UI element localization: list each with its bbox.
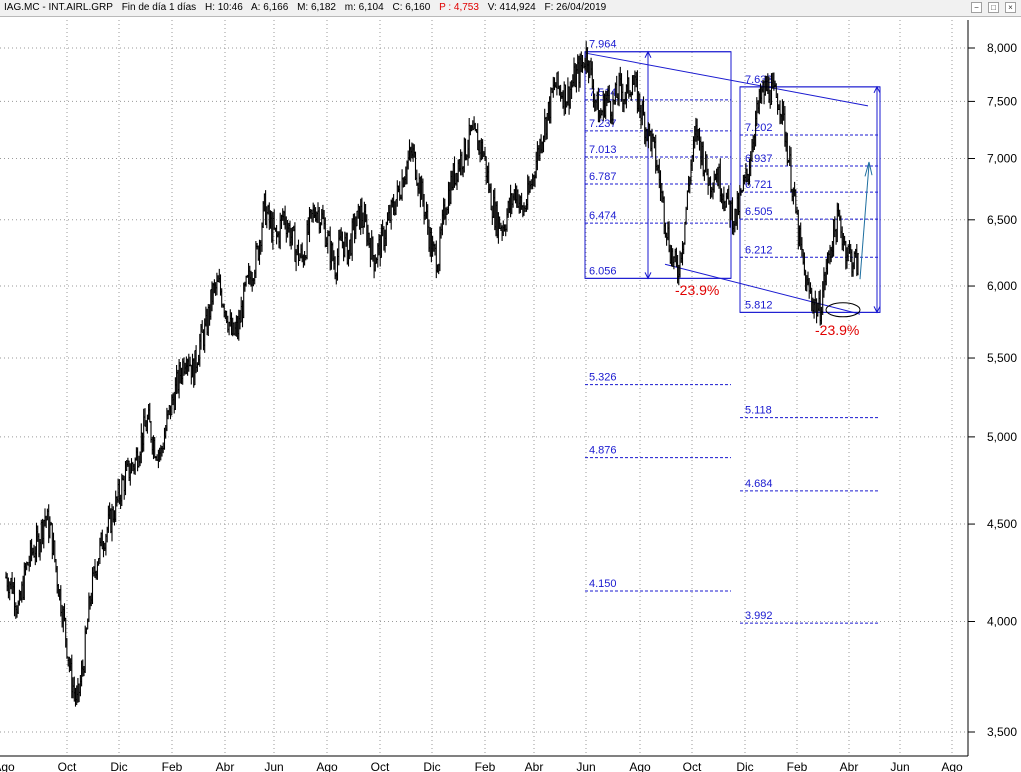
fib-level-label: 6.056 (589, 265, 617, 277)
close-label: C: 6,160 (392, 2, 431, 13)
x-tick-label: Ago (316, 760, 338, 772)
y-tick-label: 5,500 (987, 351, 1017, 365)
p-label: P : 4,753 (439, 2, 479, 13)
x-tick-label: Feb (787, 760, 808, 772)
x-tick-label: Jun (890, 760, 909, 772)
fib-level-label: 4.684 (745, 478, 773, 490)
x-tick-label: Abr (840, 760, 859, 772)
low-ellipse (825, 302, 861, 318)
projection-arrow (859, 164, 870, 280)
fib-level-label: 5.118 (745, 405, 772, 417)
y-tick-label: 7,500 (987, 94, 1017, 108)
percent-drop-label-1: -23.9% (675, 282, 719, 298)
volume-label: V: 414,924 (487, 2, 536, 13)
x-tick-label: Oct (683, 760, 702, 772)
measure-arrow-right-heads (873, 85, 881, 314)
chart-grid (0, 20, 968, 756)
fib-level-label: 5.812 (745, 299, 773, 311)
fib-level-label: 4.150 (589, 578, 617, 590)
x-tick-label: Dic (110, 760, 127, 772)
fib-level-label: 4.876 (589, 445, 617, 457)
fib-level-label: 3.992 (745, 610, 773, 622)
fibonacci-levels: 7.9647.5147.2377.0136.7876.4746.0565.326… (585, 39, 880, 624)
y-tick-label: 4,000 (987, 615, 1017, 629)
x-tick-label: Feb (162, 760, 183, 772)
x-tick-label: Jun (264, 760, 283, 772)
y-tick-label: 7,000 (987, 151, 1017, 165)
y-tick-label: 5,000 (987, 430, 1017, 444)
y-tick-label: 8,000 (987, 41, 1017, 55)
y-tick-label: 4,500 (987, 517, 1017, 531)
y-tick-label: 6,500 (987, 213, 1017, 227)
y-tick-label: 3,500 (987, 725, 1017, 739)
fib-level-label: 7.202 (745, 122, 773, 134)
x-tick-label: Ago (0, 760, 15, 772)
fib-level-label: 6.787 (589, 171, 617, 183)
x-tick-label: Oct (371, 760, 390, 772)
chart-title-bar: IAG.MC - INT.AIRL.GRP Fin de día 1 días … (0, 0, 1021, 17)
open-label: A: 6,166 (251, 2, 289, 13)
percent-annotations: -23.9% -23.9% (675, 282, 859, 338)
projection-arrow-head (864, 161, 873, 177)
trendline-lower (664, 263, 861, 315)
x-tick-label: Ago (629, 760, 651, 772)
fib-box-left (584, 51, 732, 279)
x-tick-label: Ago (941, 760, 963, 772)
fib-level-label: 7.237 (589, 118, 617, 130)
fib-level-label: 7.013 (589, 144, 617, 156)
fib-level-label: 6.212 (745, 244, 773, 256)
restore-icon[interactable]: □ (988, 2, 999, 13)
fib-level-label: 6.474 (589, 210, 617, 222)
period-label: Fin de día 1 días (121, 2, 197, 13)
x-tick-label: Abr (216, 760, 235, 772)
x-tick-label: Dic (736, 760, 753, 772)
fib-box-right (739, 86, 881, 313)
x-tick-label: Abr (525, 760, 544, 772)
x-axis: Ago Oct Dic Feb Abr Jun Ago Oct Dic Feb Abr Jun Ago O… (0, 755, 968, 772)
measure-arrow-left-heads (644, 50, 652, 280)
x-tick-label: Jun (576, 760, 595, 772)
x-tick-label: Oct (58, 760, 77, 772)
fib-level-label: 5.326 (589, 372, 617, 384)
price-chart: 3,500 4,000 4,500 5,000 5,500 6,000 6,500 7,000… (0, 20, 1017, 772)
quote-header: IAG.MC - INT.AIRL.GRP Fin de día 1 días … (4, 0, 612, 16)
date-label: F: 26/04/2019 (544, 2, 607, 13)
x-tick-label: Feb (475, 760, 496, 772)
y-axis: 3,500 4,000 4,500 5,000 5,500 6,000 6,500 7,000… (967, 20, 1017, 756)
time-label: H: 10:46 (204, 2, 243, 13)
close-icon[interactable]: × (1005, 2, 1016, 13)
fib-level-label: 6.505 (745, 206, 773, 218)
symbol-label: IAG.MC - INT.AIRL.GRP (4, 2, 113, 13)
fib-level-label: 7.964 (589, 39, 617, 51)
low-label: m: 6,104 (344, 2, 384, 13)
trend-drawings (584, 50, 881, 318)
high-label: M: 6,182 (297, 2, 336, 13)
price-bars (5, 41, 859, 707)
y-tick-label: 6,000 (987, 279, 1017, 293)
percent-drop-label-2: -23.9% (815, 322, 859, 338)
trendline-upper (585, 52, 869, 107)
price-series (5, 41, 859, 707)
minimize-icon[interactable]: − (971, 2, 982, 13)
fib-level-label: 6.721 (745, 179, 773, 191)
x-tick-label: Dic (423, 760, 440, 772)
